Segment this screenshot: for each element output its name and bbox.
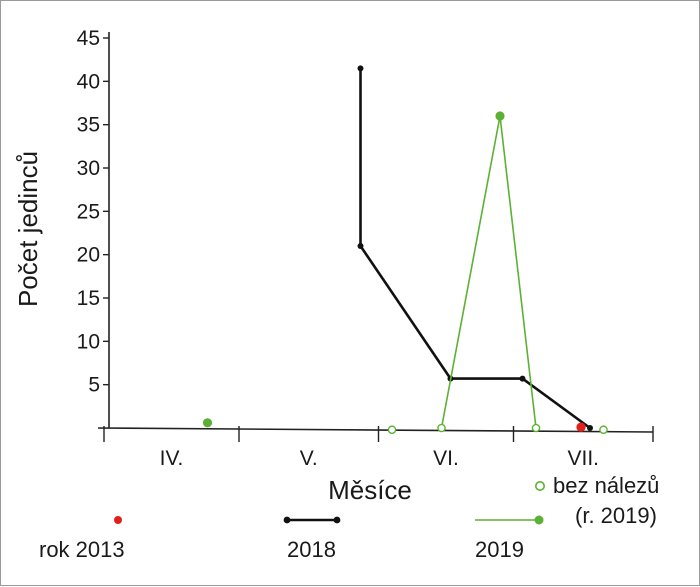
data-point [587,425,593,431]
no-record-point [387,425,397,435]
data-point [357,65,364,72]
y-tick-label: 15 [77,287,100,310]
data-point [531,423,541,433]
data-point [519,375,526,382]
axes [97,32,654,433]
series-rok-2013 [576,422,586,432]
x-month-label: VI. [433,447,459,470]
legend-swatch-2013 [114,516,122,524]
legend-item-2019: 2019 [475,515,544,562]
series-layer [202,65,608,435]
legend-label-2018: 2018 [287,537,336,562]
month-labels: IV. V. VI. VII. [160,447,599,470]
x-month-label: IV. [160,447,184,470]
data-point [495,111,505,121]
legend-item-2018: 2018 [283,516,341,562]
y-ticks: 5 10 15 20 25 30 35 40 45 [77,27,109,397]
no-record-text: bez nálezů [553,473,659,498]
y-tick-label: 45 [77,27,100,50]
y-axis-title: Počet jedinců [13,151,43,307]
legend-label-2013: rok 2013 [39,537,125,562]
data-point [437,423,446,433]
x-axis [97,427,654,433]
data-point [357,243,364,249]
no-record-point [599,425,608,435]
legend-swatch-2018-dot-right [333,516,341,524]
legend-swatch-2019-dot [534,515,544,525]
x-month-label: V. [300,447,318,470]
data-point [576,422,586,432]
x-month-label: VII. [567,447,599,470]
legend-label-2019: 2019 [475,537,524,562]
x-axis-title: Měsíce [328,475,412,505]
legend: rok 2013 2018 2019 [39,515,544,562]
y-tick-label: 5 [88,374,100,397]
y-tick-label: 35 [77,114,100,137]
y-tick-label: 10 [77,330,100,353]
no-record-note: bez nálezů (r. 2019) [534,473,659,528]
y-tick-label: 25 [77,200,100,223]
series-2019 [437,111,541,433]
y-tick-label: 40 [77,70,100,93]
no-record-year: (r. 2019) [575,503,657,528]
extra-points [202,418,608,435]
x-ticks [103,426,654,442]
no-record-marker [534,480,545,491]
legend-item-2013: rok 2013 [39,516,125,562]
legend-swatch-2018-dot-left [283,516,291,524]
y-tick-label: 30 [77,157,100,180]
data-point [202,418,213,428]
y-tick-label: 20 [77,244,100,267]
